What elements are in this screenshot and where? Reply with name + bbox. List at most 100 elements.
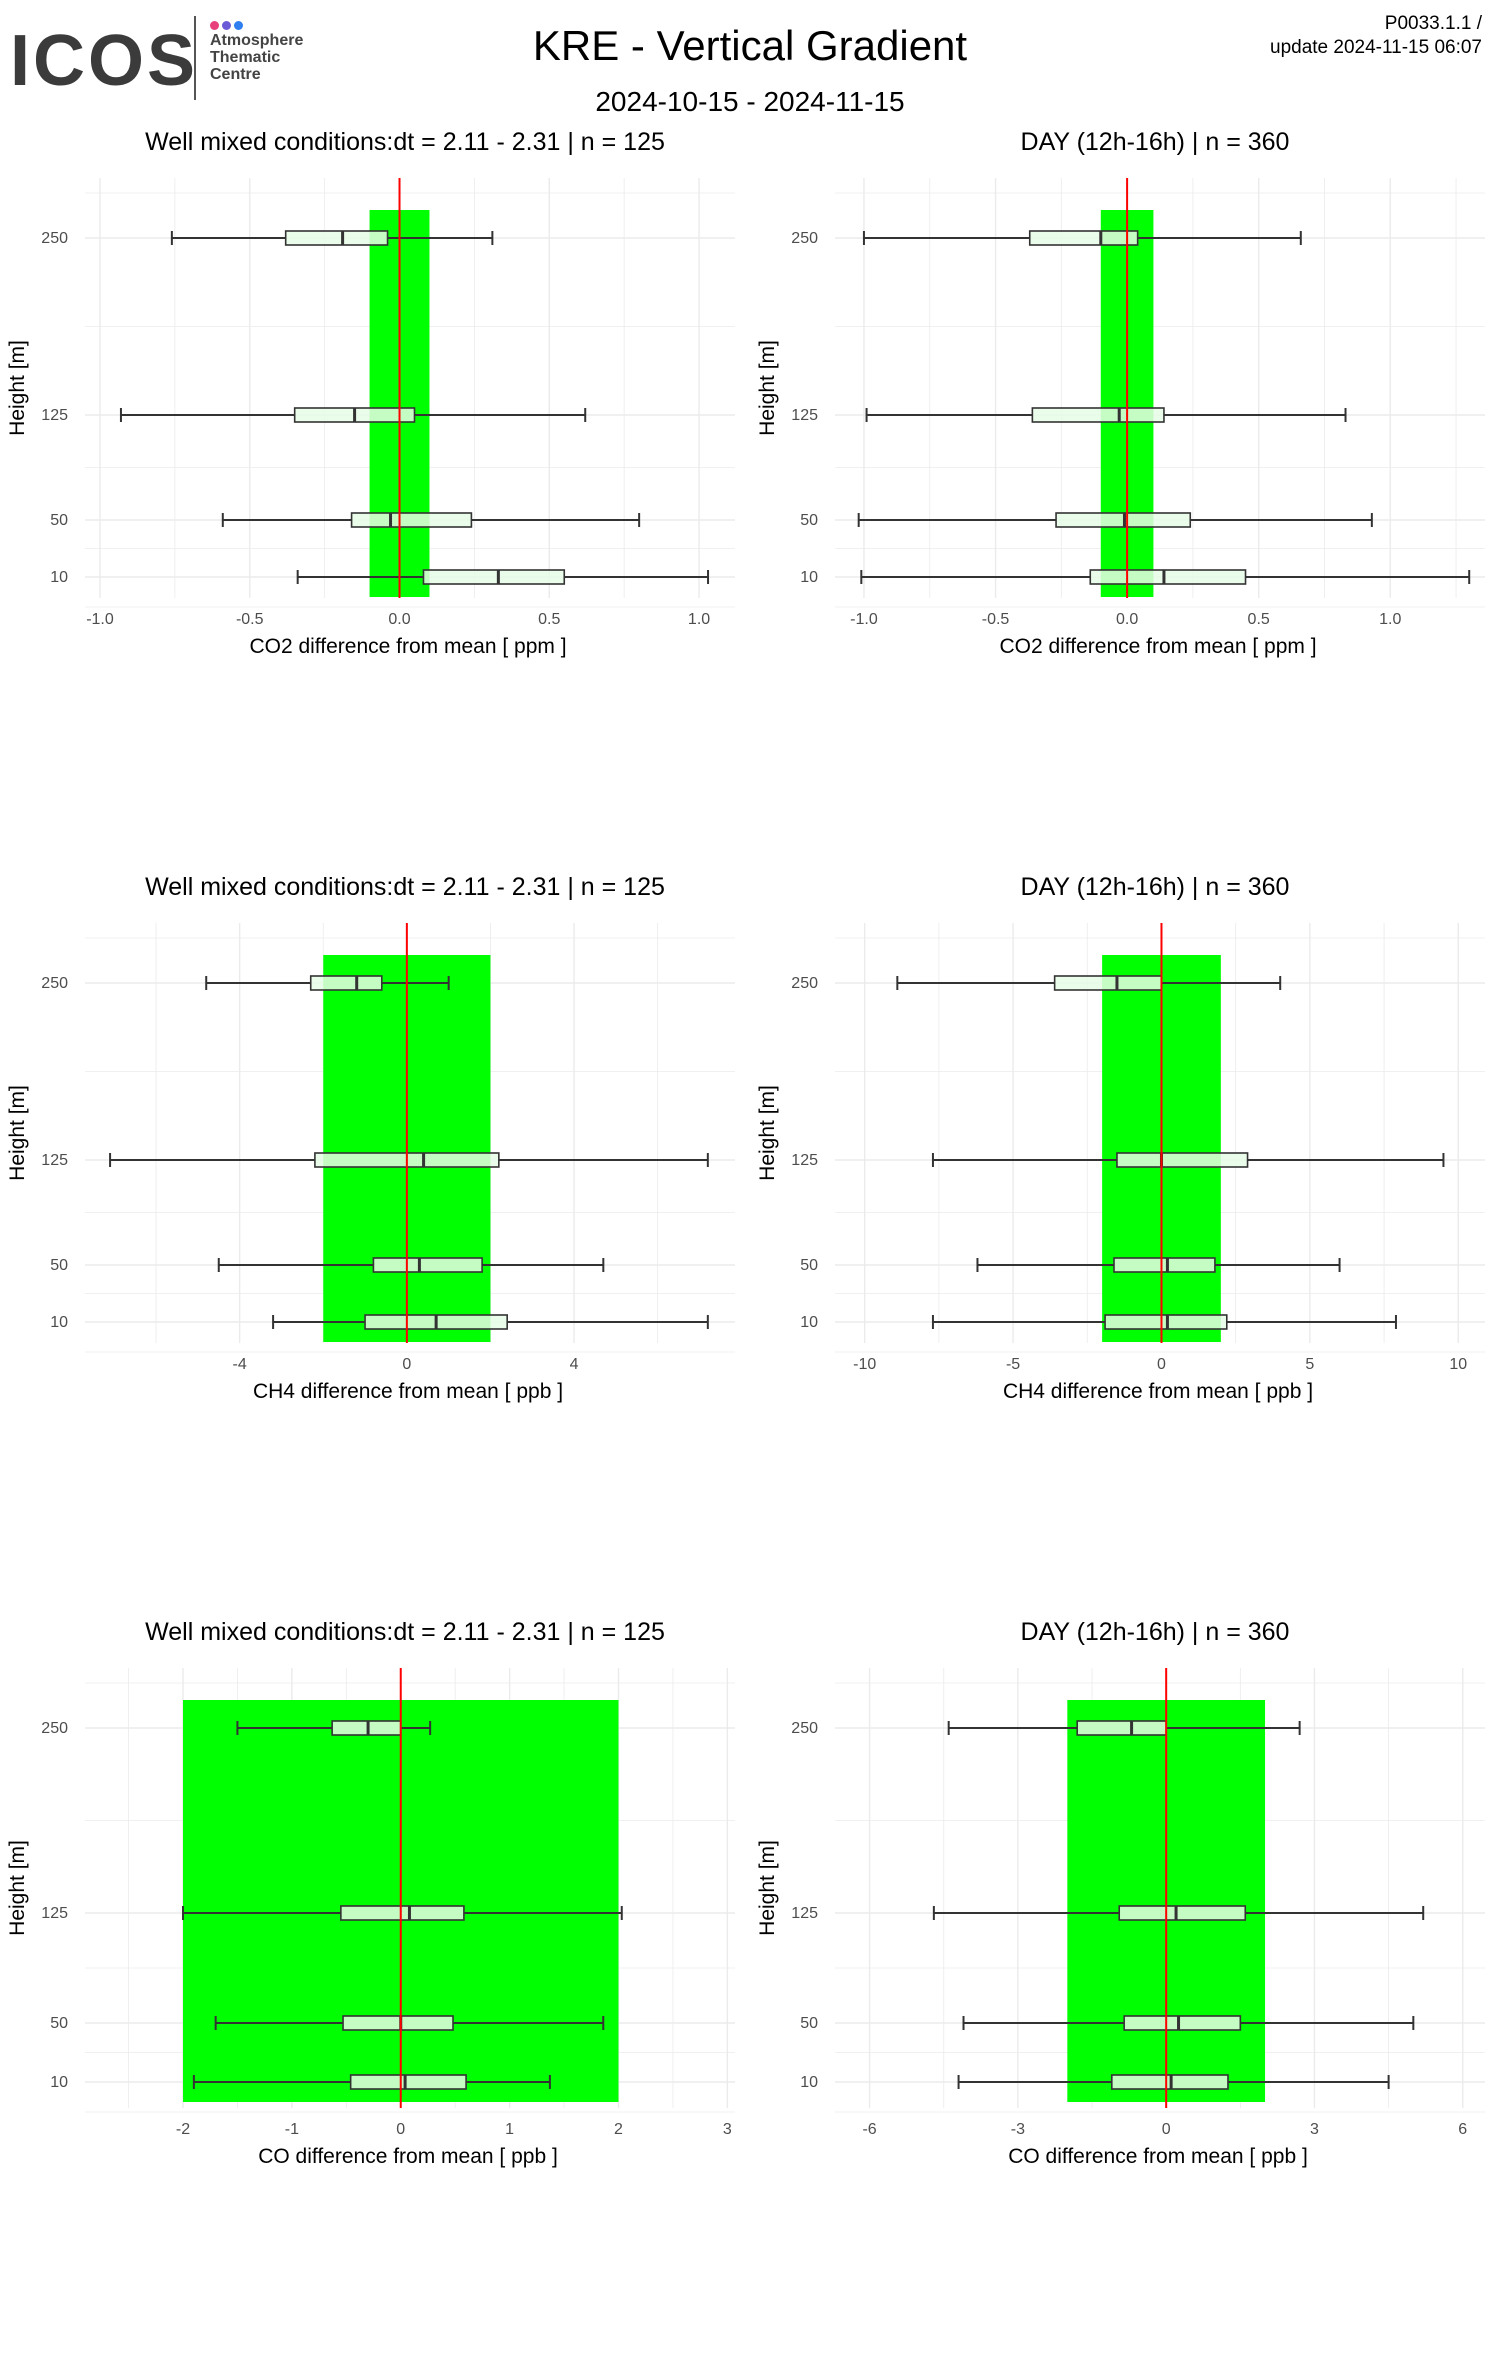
y-tick-label: 10 bbox=[800, 1314, 818, 1331]
box-iqr bbox=[349, 2074, 467, 2090]
x-axis-label: CO2 difference from mean [ ppm ] bbox=[999, 635, 1316, 658]
y-axis-label: Height [m] bbox=[6, 340, 29, 436]
x-tick-label: -4 bbox=[233, 1356, 247, 1373]
chart-ch4-well-mixed: Well mixed conditions:dt = 2.11 - 2.31 |… bbox=[6, 873, 735, 1403]
logo-subtitle: Atmosphere Thematic Centre bbox=[210, 32, 303, 83]
logo-dots-icon bbox=[210, 17, 246, 35]
header: ICOS Atmosphere Thematic Centre KRE - Ve… bbox=[0, 0, 1500, 120]
x-tick-label: -1.0 bbox=[86, 611, 114, 628]
box-iqr bbox=[1113, 1257, 1216, 1273]
y-tick-label: 250 bbox=[41, 1720, 68, 1737]
logo-divider bbox=[194, 16, 196, 100]
y-tick-label: 125 bbox=[41, 1152, 68, 1169]
y-axis-label: Height [m] bbox=[6, 1085, 29, 1181]
y-tick-label: 50 bbox=[50, 512, 68, 529]
x-tick-label: 0 bbox=[1162, 2121, 1171, 2138]
y-tick-label: 10 bbox=[800, 2074, 818, 2091]
y-tick-label: 50 bbox=[50, 1257, 68, 1274]
logo-dot-purple bbox=[222, 21, 231, 30]
box-iqr bbox=[284, 230, 389, 246]
chart-title: Well mixed conditions:dt = 2.11 - 2.31 |… bbox=[145, 873, 665, 901]
box-iqr bbox=[422, 569, 566, 585]
x-tick-label: 0.0 bbox=[1116, 611, 1138, 628]
x-tick-label: -3 bbox=[1011, 2121, 1025, 2138]
box-iqr bbox=[340, 1905, 465, 1921]
x-tick-label: 0 bbox=[1157, 1356, 1166, 1373]
x-axis-label: CO difference from mean [ ppb ] bbox=[1008, 2145, 1308, 2168]
logo-sub-line: Centre bbox=[210, 66, 261, 83]
y-tick-label: 10 bbox=[800, 569, 818, 586]
y-tick-label: 125 bbox=[791, 407, 818, 424]
y-tick-label: 10 bbox=[50, 569, 68, 586]
x-axis-label: CO difference from mean [ ppb ] bbox=[258, 2145, 558, 2168]
box-iqr bbox=[331, 1720, 402, 1736]
y-tick-label: 10 bbox=[50, 1314, 68, 1331]
chart-title: DAY (12h-16h) | n = 360 bbox=[1021, 128, 1290, 156]
box-iqr bbox=[342, 2015, 454, 2031]
x-tick-label: -10 bbox=[853, 1356, 876, 1373]
x-tick-label: -0.5 bbox=[236, 611, 264, 628]
x-axis-label: CO2 difference from mean [ ppm ] bbox=[249, 635, 566, 658]
x-tick-label: 0.5 bbox=[1248, 611, 1270, 628]
chart-co2-well-mixed: Well mixed conditions:dt = 2.11 - 2.31 |… bbox=[6, 128, 735, 658]
x-tick-label: 3 bbox=[1310, 2121, 1319, 2138]
x-tick-label: 0.5 bbox=[538, 611, 560, 628]
x-tick-label: 1 bbox=[505, 2121, 514, 2138]
x-tick-label: -0.5 bbox=[982, 611, 1010, 628]
y-axis-label: Height [m] bbox=[756, 340, 779, 436]
x-axis-label: CH4 difference from mean [ ppb ] bbox=[1003, 1380, 1313, 1403]
y-axis-label: Height [m] bbox=[756, 1840, 779, 1936]
y-tick-label: 125 bbox=[41, 407, 68, 424]
x-tick-label: -1 bbox=[285, 2121, 299, 2138]
box-iqr bbox=[1076, 1720, 1167, 1736]
box-iqr bbox=[1118, 1905, 1247, 1921]
update-timestamp: update 2024-11-15 06:07 bbox=[1270, 37, 1482, 58]
page-title: KRE - Vertical Gradient bbox=[532, 22, 968, 69]
y-tick-label: 50 bbox=[50, 2015, 68, 2032]
logo-dot-pink bbox=[210, 21, 219, 30]
y-tick-label: 250 bbox=[41, 230, 68, 247]
date-range: 2024-10-15 - 2024-11-15 bbox=[595, 86, 905, 117]
chart-co-well-mixed: Well mixed conditions:dt = 2.11 - 2.31 |… bbox=[6, 1618, 735, 2168]
y-tick-label: 125 bbox=[791, 1152, 818, 1169]
x-tick-label: 3 bbox=[723, 2121, 732, 2138]
chart-co2-day: DAY (12h-16h) | n = 360 10 50 125 250 -1.0 -0.… bbox=[756, 128, 1485, 658]
logo-sub-line: Atmosphere bbox=[210, 32, 304, 49]
x-tick-label: -6 bbox=[862, 2121, 876, 2138]
chart-ch4-day: DAY (12h-16h) | n = 360 10 50 125 250 -10 -5 0 5… bbox=[756, 873, 1485, 1403]
logo-sub-line: Thematic bbox=[210, 49, 281, 66]
update-info: P0033.1.1 / update 2024-11-15 06:07 bbox=[1270, 12, 1482, 60]
chart-title: DAY (12h-16h) | n = 360 bbox=[1021, 873, 1290, 901]
x-tick-label: -2 bbox=[176, 2121, 190, 2138]
product-id: P0033.1.1 / bbox=[1384, 13, 1482, 34]
y-axis-label: Height [m] bbox=[756, 1085, 779, 1181]
x-tick-label: 10 bbox=[1449, 1356, 1467, 1373]
y-tick-label: 125 bbox=[791, 1905, 818, 1922]
box-iqr bbox=[1116, 1152, 1249, 1168]
chart-co-day: DAY (12h-16h) | n = 360 10 50 125 250 -6 -3 0 3 6… bbox=[756, 1618, 1485, 2168]
x-tick-label: -5 bbox=[1006, 1356, 1020, 1373]
x-tick-label: -1.0 bbox=[850, 611, 878, 628]
box-iqr bbox=[1053, 975, 1163, 991]
y-tick-label: 250 bbox=[41, 975, 68, 992]
box-iqr bbox=[350, 512, 473, 528]
x-tick-label: 6 bbox=[1458, 2121, 1467, 2138]
y-tick-label: 250 bbox=[791, 230, 818, 247]
chart-title: Well mixed conditions:dt = 2.11 - 2.31 |… bbox=[145, 128, 665, 156]
x-tick-label: 0 bbox=[402, 1356, 411, 1373]
chart-title: DAY (12h-16h) | n = 360 bbox=[1021, 1618, 1290, 1646]
y-tick-label: 125 bbox=[41, 1905, 68, 1922]
y-tick-label: 50 bbox=[800, 2015, 818, 2032]
y-tick-label: 10 bbox=[50, 2074, 68, 2091]
x-tick-label: 1.0 bbox=[1379, 611, 1401, 628]
y-tick-label: 50 bbox=[800, 1257, 818, 1274]
icos-logo: ICOS Atmosphere Thematic Centre bbox=[10, 12, 330, 107]
x-tick-label: 0 bbox=[396, 2121, 405, 2138]
box-iqr bbox=[1089, 569, 1247, 585]
x-tick-label: 0.0 bbox=[388, 611, 410, 628]
y-tick-label: 250 bbox=[791, 1720, 818, 1737]
x-axis-label: CH4 difference from mean [ ppb ] bbox=[253, 1380, 563, 1403]
box-iqr bbox=[1031, 407, 1165, 423]
logo-wordmark: ICOS bbox=[10, 21, 199, 101]
y-axis-label: Height [m] bbox=[6, 1840, 29, 1936]
